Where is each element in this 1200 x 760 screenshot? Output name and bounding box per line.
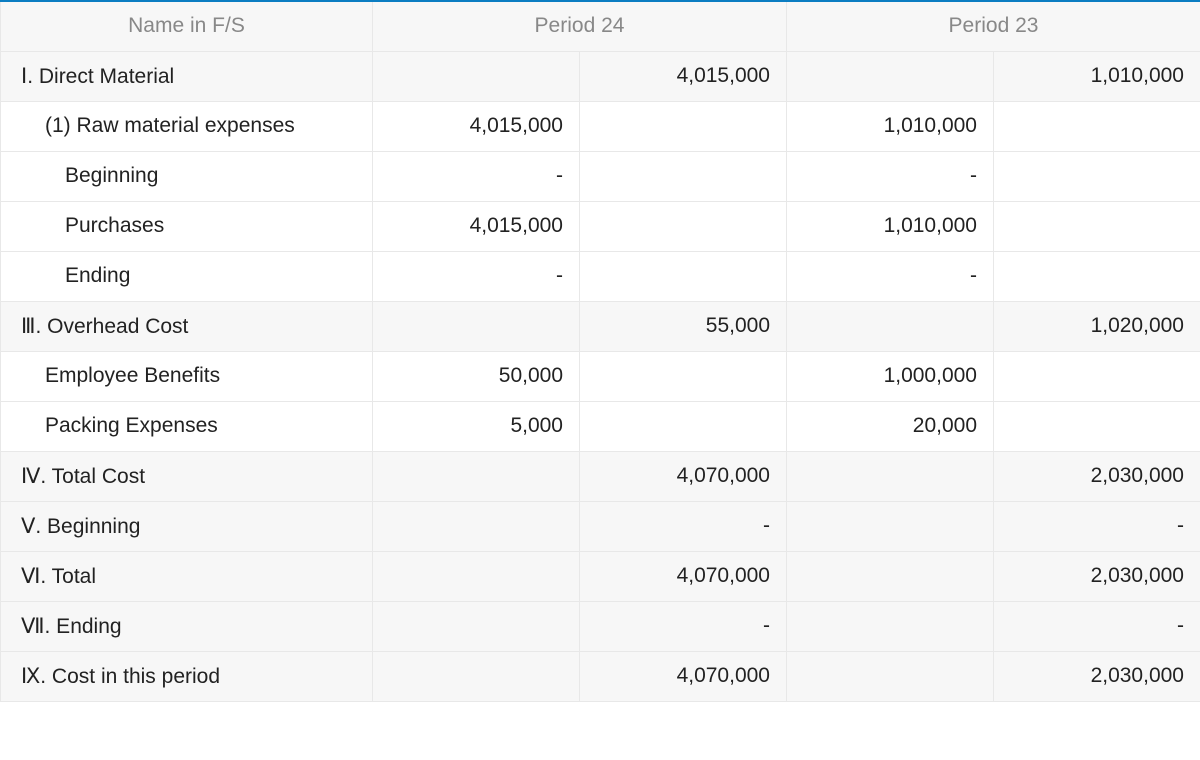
row-label-link[interactable]: Employee Benefits <box>1 351 373 401</box>
cell-p23-sub <box>787 551 994 601</box>
cost-table: Name in F/S Period 24 Period 23 Ⅰ. Direc… <box>0 0 1200 702</box>
cell-p24-tot <box>580 151 787 201</box>
row-label: Ending <box>1 251 373 301</box>
table-row: Ⅵ. Total 4,070,000 2,030,000 <box>1 551 1200 601</box>
row-label-link[interactable]: Packing Expenses <box>1 401 373 451</box>
cell-p24-sub <box>373 451 580 501</box>
cell-p24-sub <box>373 301 580 351</box>
table-row: Ⅰ. Direct Material 4,015,000 1,010,000 <box>1 51 1200 101</box>
cell-p24-sub: 4,015,000 <box>373 201 580 251</box>
cell-p23-sub: 1,000,000 <box>787 351 994 401</box>
cell-p24-sub <box>373 501 580 551</box>
col-name: Name in F/S <box>1 1 373 51</box>
col-period-24: Period 24 <box>373 1 787 51</box>
cell-p24-tot: 55,000 <box>580 301 787 351</box>
cell-p24-tot: 4,070,000 <box>580 451 787 501</box>
cell-p23-tot <box>994 401 1200 451</box>
cell-p24-sub <box>373 601 580 651</box>
cell-p23-tot: 2,030,000 <box>994 451 1200 501</box>
cell-p23-sub: - <box>787 251 994 301</box>
cell-p23-sub: 1,010,000 <box>787 101 994 151</box>
table-header-row: Name in F/S Period 24 Period 23 <box>1 1 1200 51</box>
cell-p23-sub <box>787 601 994 651</box>
table-row: Ⅳ. Total Cost 4,070,000 2,030,000 <box>1 451 1200 501</box>
cell-p23-tot <box>994 351 1200 401</box>
cell-p23-sub <box>787 301 994 351</box>
table-row: Ⅴ. Beginning - - <box>1 501 1200 551</box>
row-label: Ⅸ. Cost in this period <box>1 651 373 701</box>
cell-p24-tot: 4,015,000 <box>580 51 787 101</box>
table-row: Ⅸ. Cost in this period 4,070,000 2,030,000 <box>1 651 1200 701</box>
row-label-link[interactable]: Ⅰ. Direct Material <box>1 51 373 101</box>
table-row: Ⅶ. Ending - - <box>1 601 1200 651</box>
row-label: Ⅳ. Total Cost <box>1 451 373 501</box>
cell-p23-sub <box>787 51 994 101</box>
cell-p23-sub <box>787 651 994 701</box>
cell-p23-tot: - <box>994 501 1200 551</box>
cell-p23-tot: 1,010,000 <box>994 51 1200 101</box>
cell-p24-tot: 4,070,000 <box>580 651 787 701</box>
table-row: Employee Benefits50,000 1,000,000 <box>1 351 1200 401</box>
cell-p24-sub: - <box>373 251 580 301</box>
table-row: Ending-- <box>1 251 1200 301</box>
cell-p23-sub: 20,000 <box>787 401 994 451</box>
cell-p23-tot <box>994 101 1200 151</box>
cell-p24-tot: - <box>580 601 787 651</box>
cell-p23-tot <box>994 201 1200 251</box>
table-row: Ⅲ. Overhead Cost 55,000 1,020,000 <box>1 301 1200 351</box>
row-label: Purchases <box>1 201 373 251</box>
cell-p24-sub: - <box>373 151 580 201</box>
cell-p24-tot <box>580 101 787 151</box>
table-row: Packing Expenses5,000 20,000 <box>1 401 1200 451</box>
cell-p23-tot: 1,020,000 <box>994 301 1200 351</box>
table-row: Beginning-- <box>1 151 1200 201</box>
row-label-link[interactable]: Ⅲ. Overhead Cost <box>1 301 373 351</box>
cell-p23-sub: 1,010,000 <box>787 201 994 251</box>
row-label: Beginning <box>1 151 373 201</box>
row-label-link[interactable]: (1) Raw material expenses <box>1 101 373 151</box>
cell-p24-tot <box>580 401 787 451</box>
cell-p24-sub: 5,000 <box>373 401 580 451</box>
cell-p24-sub <box>373 51 580 101</box>
cell-p24-tot: 4,070,000 <box>580 551 787 601</box>
cell-p23-sub: - <box>787 151 994 201</box>
row-label: Ⅶ. Ending <box>1 601 373 651</box>
cell-p24-sub: 50,000 <box>373 351 580 401</box>
cell-p23-sub <box>787 451 994 501</box>
cell-p23-tot: 2,030,000 <box>994 651 1200 701</box>
row-label: Ⅴ. Beginning <box>1 501 373 551</box>
cell-p24-tot <box>580 351 787 401</box>
cell-p23-tot: 2,030,000 <box>994 551 1200 601</box>
cell-p24-tot: - <box>580 501 787 551</box>
cell-p23-tot <box>994 151 1200 201</box>
cell-p24-sub <box>373 651 580 701</box>
cell-p23-tot: - <box>994 601 1200 651</box>
cell-p24-sub <box>373 551 580 601</box>
col-period-23: Period 23 <box>787 1 1200 51</box>
table-row: (1) Raw material expenses4,015,000 1,010,… <box>1 101 1200 151</box>
row-label: Ⅵ. Total <box>1 551 373 601</box>
table-row: Purchases4,015,000 1,010,000 <box>1 201 1200 251</box>
cell-p23-sub <box>787 501 994 551</box>
cell-p24-tot <box>580 251 787 301</box>
cell-p24-tot <box>580 201 787 251</box>
cell-p23-tot <box>994 251 1200 301</box>
cell-p24-sub: 4,015,000 <box>373 101 580 151</box>
